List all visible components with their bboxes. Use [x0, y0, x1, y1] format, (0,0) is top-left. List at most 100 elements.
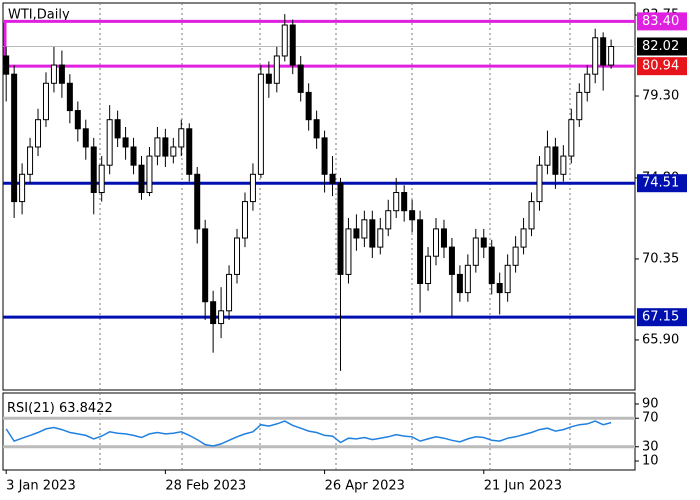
candle-body	[433, 228, 440, 257]
candle-body	[106, 119, 113, 166]
candle-body	[74, 110, 81, 130]
candle-body	[82, 128, 89, 148]
candle-body	[361, 219, 368, 239]
candle-body	[289, 24, 296, 66]
rsi-value: 63.8422	[59, 401, 113, 416]
candle-body	[584, 73, 591, 93]
candle-body	[417, 219, 424, 285]
candle-body	[265, 73, 272, 84]
candle-body	[130, 146, 137, 166]
y-tick-label: 70	[642, 411, 659, 426]
candle-body	[472, 237, 479, 266]
candle-body	[58, 64, 65, 84]
chart-title: WTI,Daily	[8, 8, 70, 23]
candle-body	[576, 91, 583, 121]
level-label: 83.40	[642, 14, 679, 29]
x-tick-label: 21 Jun 2023	[484, 479, 562, 494]
candle-body	[552, 146, 559, 175]
candle-body	[178, 128, 185, 148]
candle-body	[456, 273, 463, 294]
candle-body	[353, 228, 360, 239]
candle-body	[35, 119, 42, 148]
candle-body	[536, 164, 543, 203]
candle-body	[321, 137, 328, 175]
candle-body	[218, 310, 225, 325]
candle-body	[528, 201, 535, 230]
candle-body	[146, 155, 153, 193]
candle-body	[425, 255, 432, 285]
candle-body	[377, 228, 384, 248]
rsi-name: RSI(21)	[7, 401, 55, 416]
candle-body	[401, 191, 408, 212]
level-box	[637, 308, 687, 327]
rsi-label: RSI(21) 63.8422	[7, 401, 113, 416]
candle-body	[496, 283, 503, 294]
candle-body	[154, 137, 161, 157]
candle-body	[202, 228, 209, 303]
candle-body	[393, 191, 400, 212]
candle-body	[226, 273, 233, 312]
candle-body	[440, 228, 447, 248]
y-tick-label: 90	[642, 396, 659, 411]
level-label: 67.15	[642, 310, 679, 325]
candle-body	[234, 237, 241, 275]
candle-body	[170, 146, 177, 157]
candle-body	[512, 246, 519, 266]
last-price-box	[637, 37, 687, 56]
candle-body	[568, 119, 575, 157]
candle-body	[138, 164, 145, 193]
candle-body	[19, 173, 26, 203]
level-label: 80.94	[642, 59, 679, 74]
candle-body	[608, 46, 615, 66]
candle-body	[600, 37, 607, 66]
level-box	[637, 174, 687, 193]
candle-body	[273, 55, 280, 84]
candle-body	[409, 210, 416, 221]
candle-body	[114, 119, 121, 139]
level-label: 74.51	[642, 176, 679, 191]
candle-body	[385, 210, 392, 230]
level-box	[637, 12, 687, 31]
candle-body	[162, 137, 169, 157]
candle-body	[194, 173, 201, 230]
rsi-line	[5, 420, 612, 447]
candle-body	[504, 264, 511, 294]
candle-body	[186, 128, 193, 175]
candle-body	[448, 246, 455, 275]
y-tick-label: 79.30	[642, 89, 679, 104]
candle-body	[90, 146, 97, 193]
price-panel	[2, 2, 636, 391]
candle-body	[122, 137, 129, 148]
candle-body	[257, 73, 264, 175]
candle-body	[329, 173, 336, 184]
y-tick-label: 65.90	[642, 332, 679, 347]
candle-body	[369, 219, 376, 248]
candle-body	[42, 82, 49, 121]
candle-body	[520, 228, 527, 248]
y-tick-label: 10	[642, 454, 659, 469]
candle-body	[27, 146, 34, 175]
candle-body	[11, 73, 18, 203]
candle-body	[337, 182, 344, 275]
y-tick-label: 30	[642, 439, 659, 454]
candle-body	[560, 155, 567, 175]
candle-body	[305, 91, 312, 121]
candle-body	[249, 173, 256, 203]
candle-body	[464, 264, 471, 294]
x-tick-label: 3 Jan 2023	[6, 479, 76, 494]
candle-body	[98, 164, 105, 193]
x-tick-label: 26 Apr 2023	[325, 479, 405, 494]
candle-body	[313, 119, 320, 139]
rsi-panel	[2, 392, 636, 471]
level-box	[637, 57, 687, 76]
candle-body	[544, 146, 551, 166]
candle-body	[3, 55, 10, 75]
candle-body	[210, 301, 217, 325]
candle-body	[480, 237, 487, 248]
candle-body	[297, 64, 304, 93]
candle-body	[488, 246, 495, 285]
y-tick-label: 70.35	[642, 251, 679, 266]
candle-body	[592, 37, 599, 75]
last-price-label: 82.02	[642, 39, 679, 54]
